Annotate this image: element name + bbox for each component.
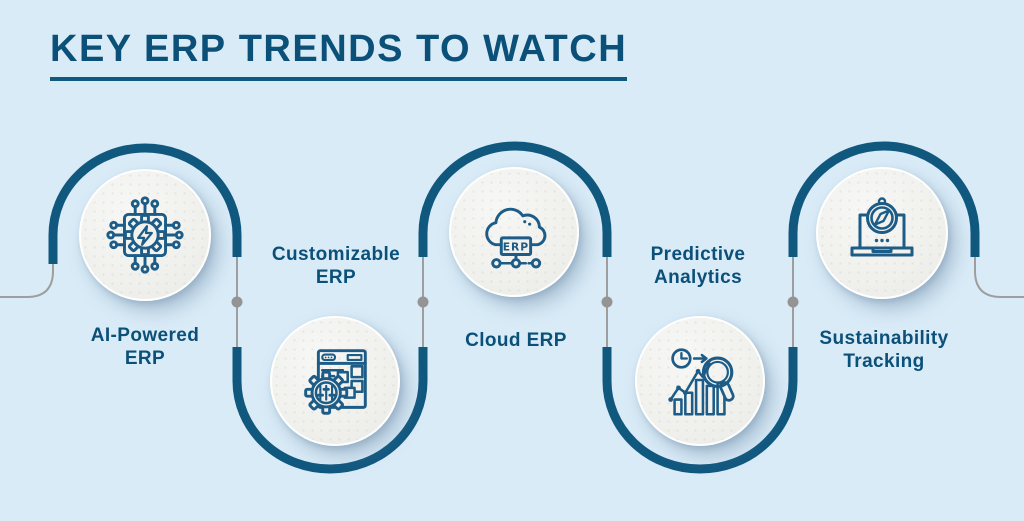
header-pill [321, 353, 337, 362]
step-label-ai-powered-erp: AI-Powered ERP [90, 325, 200, 369]
exit-line [974, 254, 1024, 298]
arc-over-step-3 [418, 141, 612, 257]
clock-hands [680, 351, 688, 360]
connector-dot [417, 296, 429, 308]
step-circle-sustainability-tracking [816, 167, 948, 299]
content-tile [350, 365, 364, 379]
customizable-window-icon [304, 349, 367, 415]
compass-needle [873, 209, 891, 226]
compass-face [870, 206, 894, 230]
arc-under-step-2 [232, 347, 428, 474]
step-circle-ai-powered-erp [79, 169, 211, 301]
step-label-sustainability-tracking: Sustainability Tracking [819, 328, 949, 372]
network-node [510, 258, 522, 269]
page-title: KEY ERP TRENDS TO WATCH [50, 28, 628, 81]
cloud-dot [523, 220, 527, 224]
network-node [491, 258, 502, 269]
arc-under-step-4 [602, 347, 798, 474]
entry-line [0, 256, 54, 298]
erp-box-text: ERP [503, 241, 529, 254]
analytics-magnifier-icon [668, 348, 735, 416]
step-circle-predictive-analytics [635, 316, 765, 446]
step-label-predictive-analytics: Predictive Analytics [650, 244, 746, 288]
flow-arcs [48, 141, 980, 474]
connector-dot [231, 296, 243, 308]
chip-pin-ends [106, 196, 184, 274]
connector-dots [231, 296, 799, 308]
network-node [530, 258, 542, 269]
step-label-cloud-erp: Cloud ERP [465, 330, 567, 351]
title-prefix: KEY [50, 28, 145, 70]
slider-knobs [316, 387, 336, 397]
arrow-right [692, 353, 708, 364]
step-circle-customizable-erp [270, 316, 400, 446]
title-suffix: TRENDS TO WATCH [226, 28, 628, 70]
laptop-base [850, 246, 914, 257]
gear [123, 213, 167, 257]
connector-dot [601, 296, 613, 308]
arc-over-step-1 [48, 143, 242, 264]
content-tile [350, 379, 364, 394]
step-label-customizable-erp: Customizable ERP [271, 244, 401, 288]
connector-dot [787, 296, 799, 308]
laptop-compass-icon [850, 197, 914, 257]
cloud-outline [485, 207, 547, 247]
cloud-dot [528, 222, 532, 226]
screen-dots [874, 238, 890, 243]
settings-gear [304, 370, 349, 415]
magnifier-handle [719, 381, 735, 402]
chip-pins [112, 202, 178, 268]
magnifier-lens-inner [706, 360, 729, 384]
step-circle-cloud-erp: ERP [449, 167, 579, 297]
arc-over-step-5 [788, 141, 980, 257]
header-bar [346, 354, 363, 362]
header-dots [324, 356, 333, 359]
clock [671, 348, 692, 369]
magnifier-lens [701, 356, 734, 388]
lightning-bolt [137, 225, 153, 246]
title-highlight: ERP [144, 28, 227, 70]
ai-chip-icon [106, 196, 184, 274]
cloud-erp-icon: ERP [485, 207, 547, 269]
